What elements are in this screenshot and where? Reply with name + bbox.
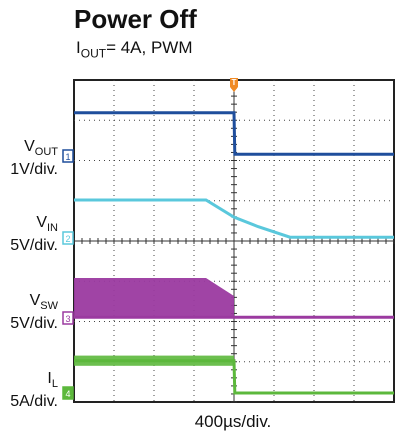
vin-channel-number: 2 [65, 234, 70, 244]
il-channel-number: 4 [65, 389, 70, 399]
chart-title: Power Off [74, 4, 197, 34]
vsw-channel-number: 3 [65, 314, 70, 324]
vout-channel-number: 1 [65, 152, 70, 162]
vsw-label: VSW 5V/div. [10, 292, 58, 333]
trigger-marker-arrow [230, 87, 238, 92]
vout-label: VOUT 1V/div. [10, 138, 58, 179]
vsw-channel-marker [62, 311, 74, 325]
vout-trace [74, 111, 394, 156]
trigger-marker [230, 78, 238, 87]
x-axis-label: 400µs/div. [194, 412, 272, 431]
vin-channel-marker [62, 231, 74, 245]
chart-subtitle: IOUT= 4A, PWM [76, 38, 193, 61]
vout-scale: 1V/div. [10, 161, 58, 179]
il-trace [74, 359, 394, 395]
trigger-marker-label: T [232, 78, 237, 87]
vin-label: VIN 5V/div. [10, 214, 58, 255]
vsw-switching-band [74, 278, 234, 318]
vin-scale: 5V/div. [10, 237, 58, 255]
vsw-scale: 5V/div. [10, 315, 58, 333]
vin-trace [74, 198, 394, 239]
il-label: IL 5A/div. [10, 370, 58, 411]
il-scale: 5A/div. [10, 393, 58, 411]
il-channel-marker [62, 386, 74, 400]
vout-channel-marker [62, 149, 74, 163]
